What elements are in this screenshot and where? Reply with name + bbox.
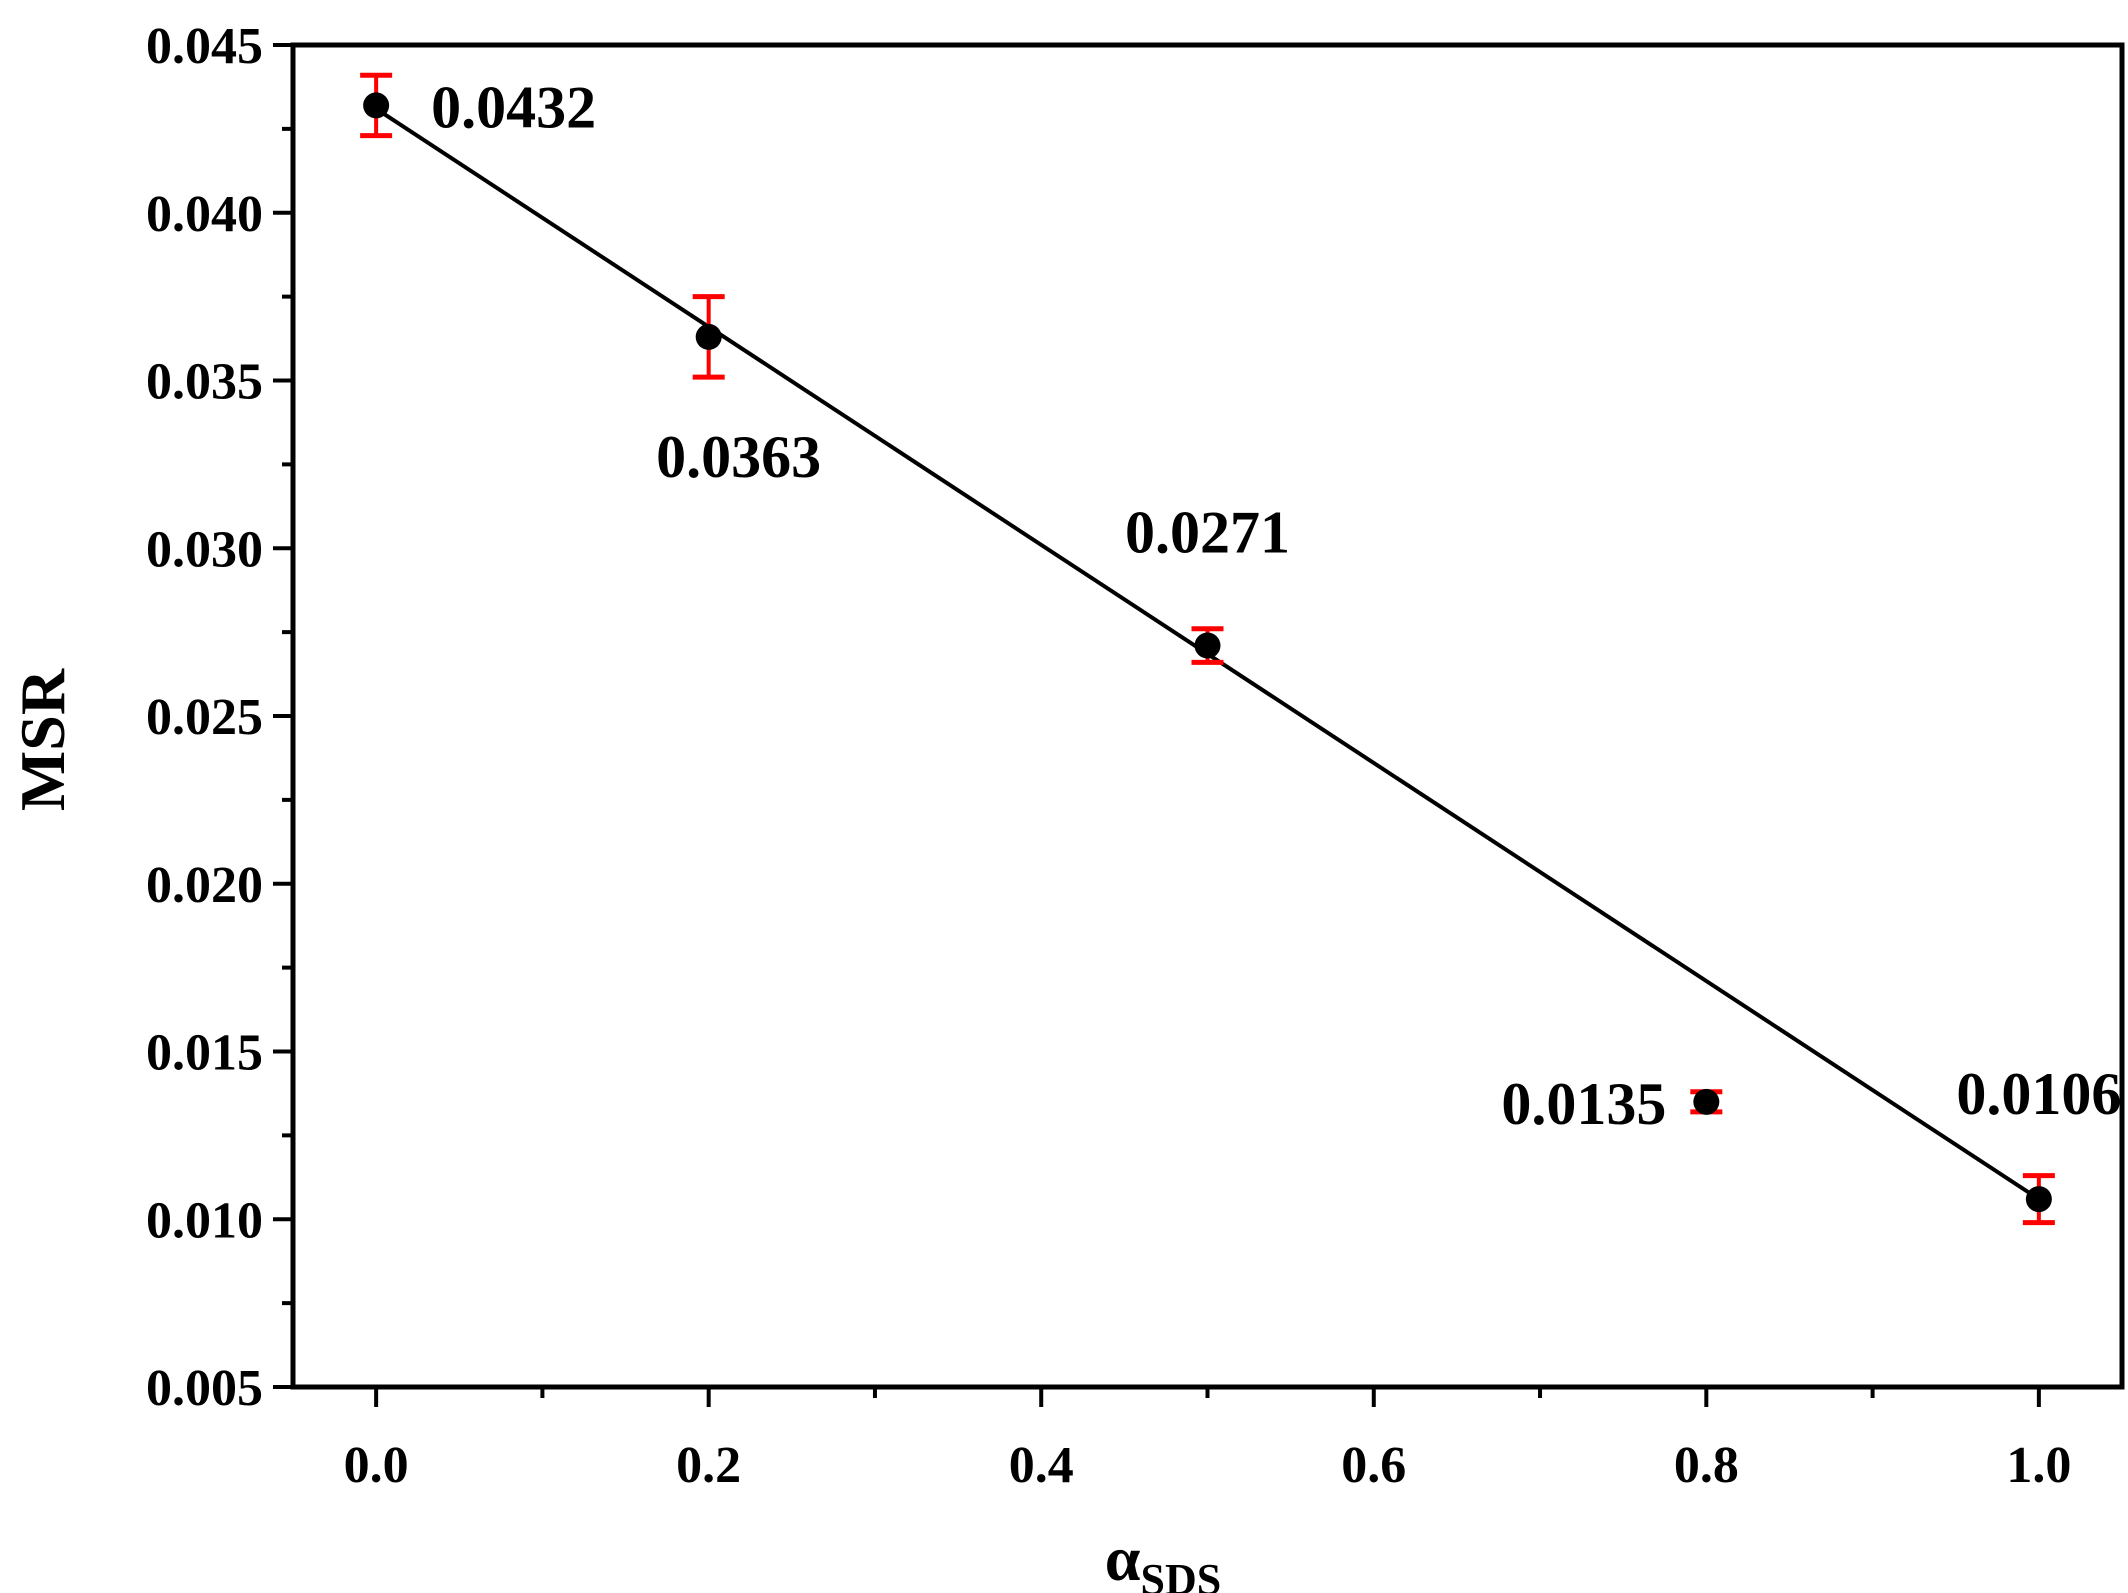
y-tick-label: 0.010 <box>146 1192 263 1249</box>
data-labels: 0.0432 0.0363 0.0271 0.0135 0.0106 <box>431 74 2121 1136</box>
y-tick-label: 0.005 <box>146 1360 263 1417</box>
x-tick-label: 1.0 <box>2006 1437 2071 1494</box>
data-label: 0.0106 <box>1956 1061 2121 1127</box>
y-tick-label: 0.030 <box>146 521 263 578</box>
data-point <box>1693 1088 1720 1115</box>
y-tick-label: 0.015 <box>146 1025 263 1082</box>
plot-frame <box>290 42 2125 1390</box>
data-label: 0.0363 <box>656 424 821 490</box>
y-tick-label: 0.025 <box>146 689 263 746</box>
x-tick-label: 0.4 <box>1009 1437 1074 1494</box>
data-point <box>695 323 722 350</box>
x-axis-title: αSDS <box>1105 1523 1221 1593</box>
data-label: 0.0432 <box>431 74 596 140</box>
x-tick-label: 0.2 <box>676 1437 741 1494</box>
data-point <box>1194 632 1221 659</box>
y-tick-label: 0.045 <box>146 18 263 75</box>
data-point <box>2025 1186 2052 1213</box>
axes: 0.0 0.2 0.4 0.6 0.8 1.0 0.005 0.010 0.015 0.020 0.… <box>146 18 2125 1494</box>
data-points <box>363 92 2052 1213</box>
data-label: 0.0271 <box>1125 500 1290 566</box>
y-tick-label: 0.040 <box>146 186 263 243</box>
data-label: 0.0135 <box>1501 1071 1666 1137</box>
data-point <box>363 92 390 119</box>
y-tick-label: 0.035 <box>146 354 263 411</box>
x-tick-label: 0.8 <box>1674 1437 1739 1494</box>
x-tick-label: 0.0 <box>344 1437 409 1494</box>
x-tick-label: 0.6 <box>1341 1437 1406 1494</box>
y-tick-label: 0.020 <box>146 857 263 914</box>
y-axis-title: MSR <box>7 668 78 811</box>
